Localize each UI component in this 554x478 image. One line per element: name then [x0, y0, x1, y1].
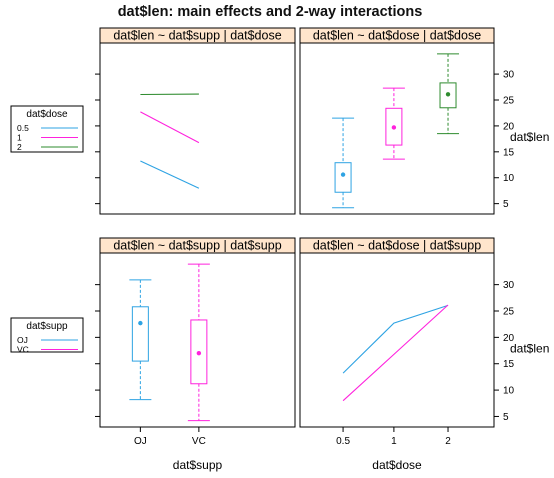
- panel-1: dat$len ~ dat$supp | dat$dose: [95, 27, 296, 215]
- panel-frame: [99, 27, 296, 215]
- y-tick-label: 10: [503, 386, 515, 397]
- box-1: [382, 87, 405, 160]
- y-tick-label: 25: [503, 96, 515, 107]
- legend-title: dat$supp: [26, 321, 68, 332]
- box-iqr: [334, 162, 352, 193]
- x-tick-label: VC: [192, 436, 206, 447]
- box-center-point: [340, 172, 346, 177]
- x-axis-label: dat$dose: [372, 458, 422, 472]
- series-line-0-5: [140, 160, 200, 189]
- y-tick-label: 20: [503, 121, 515, 132]
- y-tick-label: 5: [503, 199, 509, 210]
- strip-label: dat$len ~ dat$dose | dat$dose: [313, 29, 481, 43]
- panel-2: dat$len ~ dat$dose | dat$dose 5 10 15 20 25 30…: [299, 27, 549, 215]
- box-2: [437, 53, 460, 135]
- legend-item-label: 1: [17, 133, 22, 143]
- box-center-point: [138, 320, 143, 326]
- series-line-oj: [342, 304, 449, 374]
- box-0-5: [332, 117, 355, 209]
- x-tick-label: 2: [445, 436, 451, 447]
- y-tick-label: 10: [503, 173, 515, 184]
- panels: dat$len ~ dat$supp | dat$dose dat$len ~ d…: [95, 27, 549, 472]
- box-center-point: [196, 350, 202, 356]
- strip-label: dat$len ~ dat$supp | dat$dose: [113, 29, 281, 43]
- legend-item-label: 2: [17, 142, 22, 152]
- series-line-1: [140, 111, 200, 144]
- y-tick-label: 30: [503, 280, 515, 291]
- box-iqr: [131, 306, 149, 362]
- box-oj: [129, 279, 152, 401]
- legend-box: [10, 317, 84, 353]
- x-tick-label: OJ: [134, 436, 147, 447]
- y-axis-label: dat$len: [510, 342, 549, 356]
- box-iqr: [190, 319, 208, 385]
- panel-frame: [299, 237, 495, 428]
- box-center-point: [391, 125, 397, 130]
- y-tick-label: 20: [503, 333, 515, 344]
- y-tick-label: 15: [503, 147, 515, 158]
- x-axis-label: dat$supp: [173, 458, 223, 472]
- y-tick-label: 30: [503, 70, 515, 81]
- legend-item-label: OJ: [17, 335, 28, 345]
- y-tick-label: 15: [503, 359, 515, 370]
- box-iqr: [385, 107, 403, 146]
- box-center-point: [445, 92, 451, 97]
- panel-3: dat$len ~ dat$supp | dat$supp OJ VC dat$sup…: [95, 237, 296, 472]
- legend-item-label: 0.5: [17, 123, 29, 133]
- panel-frame: [299, 27, 495, 215]
- panel-frame: [99, 237, 296, 428]
- figure-title: dat$len: main effects and 2-way interact…: [118, 4, 423, 20]
- legend-item-label: VC: [17, 345, 29, 355]
- box-vc: [187, 263, 210, 422]
- legend-dose: dat$dose 0.512: [10, 105, 84, 153]
- strip-label: dat$len ~ dat$supp | dat$supp: [113, 239, 281, 253]
- y-axis-label: dat$len: [510, 130, 549, 144]
- x-tick-label: 1: [391, 436, 397, 447]
- series-line-vc: [342, 304, 449, 402]
- strip-label: dat$len ~ dat$dose | dat$supp: [313, 239, 481, 253]
- legend-box: [10, 105, 84, 153]
- panel-4: dat$len ~ dat$dose | dat$supp 5 10 15 20 25 30…: [299, 237, 549, 472]
- y-tick-label: 5: [503, 412, 509, 423]
- y-tick-label: 25: [503, 307, 515, 318]
- x-tick-label: 0.5: [336, 436, 350, 447]
- legend-title: dat$dose: [26, 109, 68, 120]
- box-iqr: [439, 82, 457, 109]
